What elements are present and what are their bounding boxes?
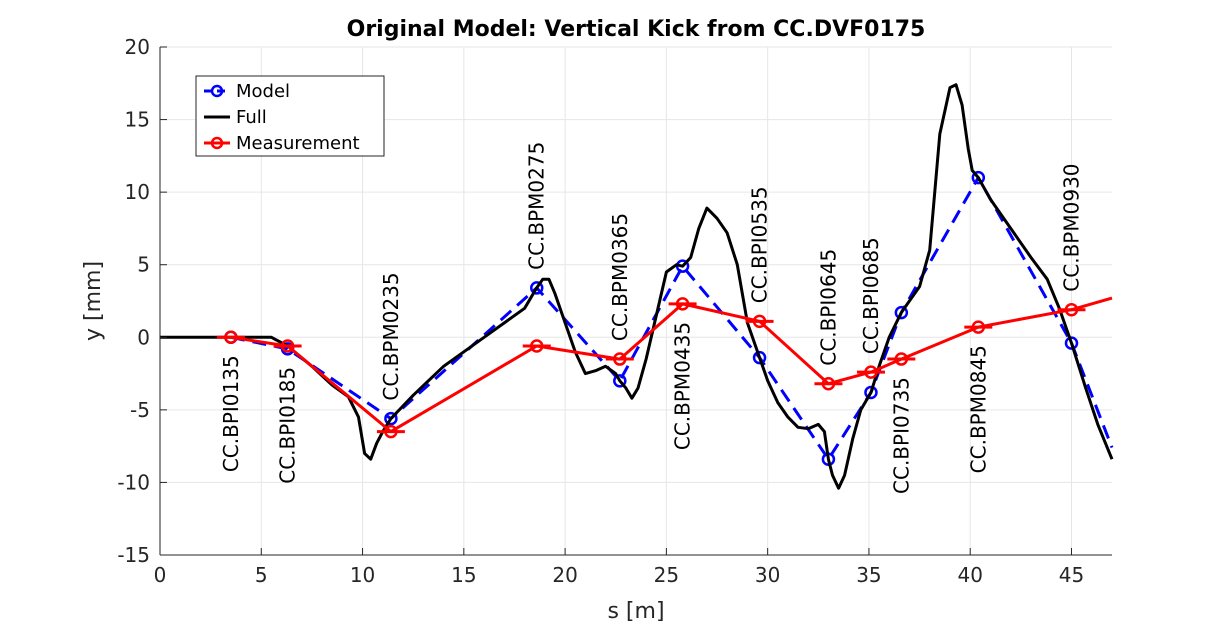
monitor-label: CC.BPM0435 (671, 322, 695, 450)
legend-marker-measurement (210, 136, 224, 150)
point-measurement (864, 365, 878, 379)
y-axis-label: y [mm] (81, 261, 106, 341)
point-model (613, 374, 627, 388)
point-measurement (971, 320, 986, 334)
x-tick-label: 30 (755, 563, 780, 587)
x-tick-label: 25 (654, 563, 679, 587)
monitor-label: CC.BPI0535 (748, 186, 772, 303)
monitor-label: CC.BPI0735 (889, 377, 913, 494)
point-measurement (529, 339, 544, 353)
point-measurement (1064, 302, 1079, 317)
x-tick-label: 5 (255, 563, 268, 587)
point-measurement (613, 352, 627, 366)
point-measurement (280, 339, 295, 353)
y-tick-label: 10 (125, 180, 150, 204)
point-measurement (675, 297, 690, 311)
monitor-label: CC.BPM0235 (379, 272, 403, 400)
point-model (529, 281, 544, 295)
monitor-label: CC.BPM0275 (525, 142, 549, 270)
point-model (384, 411, 398, 426)
x-tick-label: 0 (154, 563, 167, 587)
x-tick-label: 20 (552, 563, 577, 587)
monitor-label: CC.BPM0930 (1060, 163, 1084, 291)
y-tick-label: 5 (137, 253, 150, 277)
monitor-label: CC.BPM0365 (608, 213, 632, 341)
y-tick-label: -5 (130, 398, 150, 422)
legend-marker-model (210, 84, 224, 98)
x-tick-label: 45 (1059, 563, 1084, 587)
x-tick-label: 15 (451, 563, 476, 587)
annotation-layer: CC.BPI0135 CC.BPI0185 CC.BPM0235 CC.BPM0275… (219, 142, 1084, 494)
series-layer (160, 83, 1114, 490)
x-tick-label: 35 (856, 563, 881, 587)
point-measurement (224, 330, 238, 345)
series-line-full (160, 83, 1114, 490)
chart-title: Original Model: Vertical Kick from CC.DV… (347, 17, 926, 42)
point-measurement (894, 352, 909, 366)
x-tick-label: 10 (350, 563, 375, 587)
legend-label-measurement: Measurement (236, 133, 360, 154)
monitor-label: CC.BPI0645 (816, 249, 840, 366)
monitor-label: CC.BPI0185 (276, 367, 300, 484)
legend-label-full: Full (236, 107, 267, 128)
point-model (1064, 336, 1079, 350)
legend: Model Full Measurement (195, 75, 385, 157)
y-tick-label: 20 (125, 35, 150, 59)
legend-label-model: Model (236, 81, 290, 102)
point-measurement (752, 314, 767, 329)
point-measurement (384, 424, 398, 439)
monitor-label: CC.BPI0685 (859, 237, 883, 354)
monitor-label: CC.BPM0845 (966, 345, 990, 473)
point-measurement (821, 376, 836, 391)
monitor-label: CC.BPI0135 (219, 355, 243, 472)
point-model (894, 305, 909, 320)
y-tick-label: -10 (117, 470, 150, 494)
x-axis-label: s [m] (607, 599, 664, 624)
point-model (864, 385, 878, 400)
axes: 0 5 10 15 20 25 30 35 40 45 -15 -10 -5 0 5 10 15 20 (117, 35, 1112, 587)
y-tick-label: 0 (137, 325, 150, 349)
x-tick-label: 40 (957, 563, 982, 587)
point-model (752, 350, 767, 365)
y-tick-label: 15 (125, 108, 150, 132)
y-tick-label: -15 (117, 543, 150, 567)
point-model (971, 170, 986, 185)
